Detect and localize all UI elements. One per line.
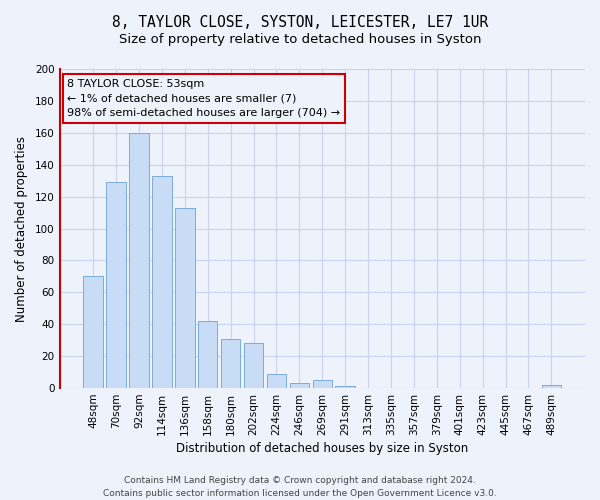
Bar — [175, 208, 194, 388]
X-axis label: Distribution of detached houses by size in Syston: Distribution of detached houses by size … — [176, 442, 469, 455]
Bar — [244, 344, 263, 388]
Bar — [83, 276, 103, 388]
Y-axis label: Number of detached properties: Number of detached properties — [15, 136, 28, 322]
Text: 8, TAYLOR CLOSE, SYSTON, LEICESTER, LE7 1UR: 8, TAYLOR CLOSE, SYSTON, LEICESTER, LE7 … — [112, 15, 488, 30]
Bar — [221, 338, 241, 388]
Bar — [198, 321, 217, 388]
Bar — [290, 384, 309, 388]
Bar — [335, 386, 355, 388]
Bar — [267, 374, 286, 388]
Bar — [129, 133, 149, 388]
Bar — [106, 182, 126, 388]
Text: 8 TAYLOR CLOSE: 53sqm
← 1% of detached houses are smaller (7)
98% of semi-detach: 8 TAYLOR CLOSE: 53sqm ← 1% of detached h… — [67, 78, 341, 118]
Bar — [152, 176, 172, 388]
Bar — [313, 380, 332, 388]
Text: Size of property relative to detached houses in Syston: Size of property relative to detached ho… — [119, 32, 481, 46]
Text: Contains HM Land Registry data © Crown copyright and database right 2024.
Contai: Contains HM Land Registry data © Crown c… — [103, 476, 497, 498]
Bar — [542, 385, 561, 388]
